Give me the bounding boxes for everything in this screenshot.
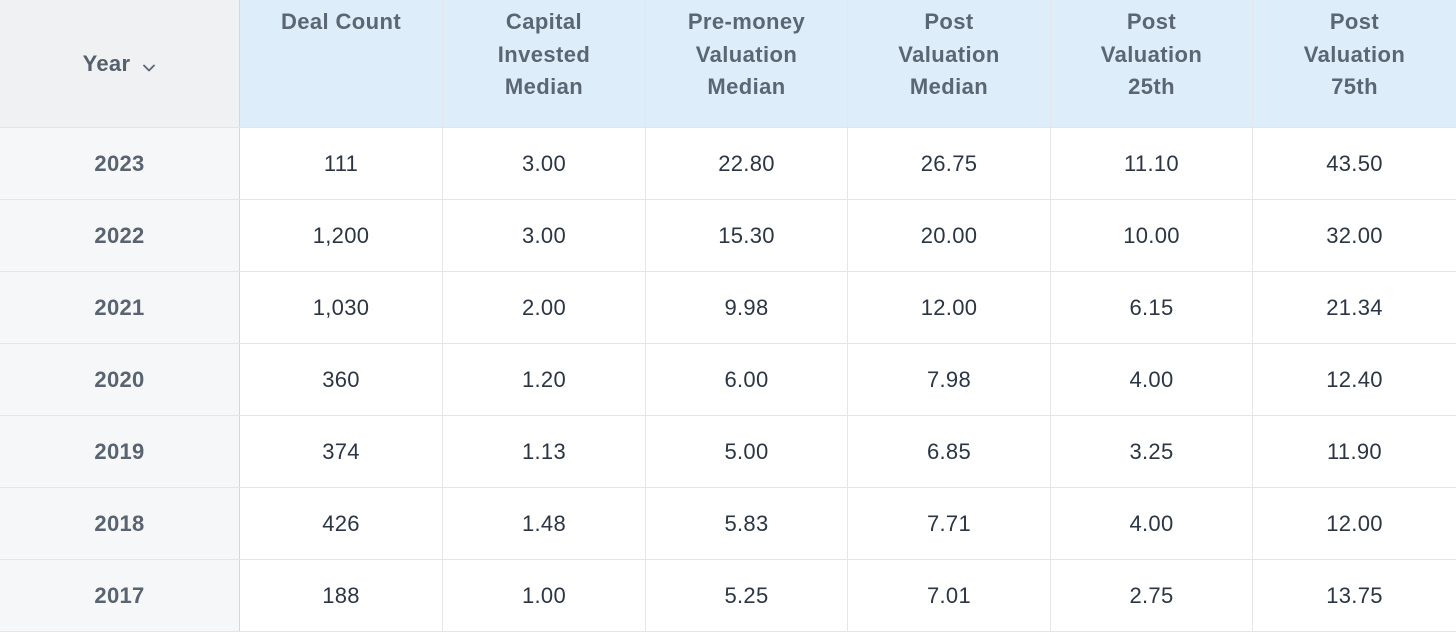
capital-invested-median-cell: 3.00	[443, 128, 646, 199]
table-row: 2018 426 1.48 5.83 7.71 4.00 12.00	[0, 488, 1456, 560]
column-header-deal-count[interactable]: Deal Count	[240, 0, 443, 127]
column-header-label: Deal Count	[280, 9, 402, 34]
table-row: 2020 360 1.20 6.00 7.98 4.00 12.40	[0, 344, 1456, 416]
deal-count-cell: 1,030	[240, 272, 443, 343]
year-cell: 2020	[0, 344, 240, 415]
post-valuation-75th-cell: 12.40	[1326, 366, 1383, 392]
post-valuation-25th-cell: 4.00	[1051, 488, 1253, 559]
deal-count-cell: 360	[240, 344, 443, 415]
year-cell: 2018	[0, 488, 240, 559]
pre-money-valuation-median-cell: 22.80	[646, 128, 848, 199]
table-row: 2023 111 3.00 22.80 26.75 11.10 43.50	[0, 128, 1456, 200]
column-header-label: Post Valuation 75th	[1303, 9, 1406, 99]
post-valuation-75th-cell: 43.50	[1326, 150, 1383, 176]
year-cell: 2017	[0, 560, 240, 631]
deal-count-cell: 188	[240, 560, 443, 631]
pre-money-valuation-median-cell: 9.98	[646, 272, 848, 343]
deal-count-cell: 111	[240, 128, 443, 199]
post-valuation-25th-cell: 10.00	[1051, 200, 1253, 271]
post-valuation-25th-cell: 3.25	[1051, 416, 1253, 487]
capital-invested-median-cell: 1.13	[443, 416, 646, 487]
post-valuation-75th-cell: 32.00	[1326, 222, 1383, 248]
pre-money-valuation-median-cell: 5.83	[646, 488, 848, 559]
post-valuation-median-cell: 20.00	[848, 200, 1051, 271]
post-valuation-75th-cell: 13.75	[1326, 582, 1383, 608]
pre-money-valuation-median-cell: 6.00	[646, 344, 848, 415]
year-column-header[interactable]: Year	[0, 0, 240, 127]
post-valuation-75th-cell: 21.34	[1326, 294, 1383, 320]
post-valuation-median-cell: 6.85	[848, 416, 1051, 487]
capital-invested-median-cell: 1.20	[443, 344, 646, 415]
column-header-label: Post Valuation 25th	[1100, 9, 1203, 99]
post-valuation-median-cell: 12.00	[848, 272, 1051, 343]
post-valuation-25th-cell: 2.75	[1051, 560, 1253, 631]
column-header-post-valuation-25th[interactable]: Post Valuation 25th	[1051, 0, 1253, 127]
deal-count-cell: 426	[240, 488, 443, 559]
table-row: 2019 374 1.13 5.00 6.85 3.25 11.90	[0, 416, 1456, 488]
table-header-row: Year Deal Count Capital Invested Median …	[0, 0, 1456, 128]
capital-invested-median-cell: 1.00	[443, 560, 646, 631]
column-header-post-valuation-75th[interactable]: Post Valuation 75th	[1253, 0, 1456, 127]
capital-invested-median-cell: 1.48	[443, 488, 646, 559]
post-valuation-median-cell: 7.01	[848, 560, 1051, 631]
column-header-label: Capital Invested Median	[497, 9, 591, 99]
table-row: 2017 188 1.00 5.25 7.01 2.75 13.75	[0, 560, 1456, 632]
year-cell: 2019	[0, 416, 240, 487]
table-row: 2022 1,200 3.00 15.30 20.00 10.00 32.00	[0, 200, 1456, 272]
capital-invested-median-cell: 3.00	[443, 200, 646, 271]
column-header-capital-invested-median[interactable]: Capital Invested Median	[443, 0, 646, 127]
deal-count-cell: 374	[240, 416, 443, 487]
post-valuation-25th-cell: 6.15	[1051, 272, 1253, 343]
post-valuation-median-cell: 7.98	[848, 344, 1051, 415]
column-header-label: Pre-money Valuation Median	[687, 9, 806, 99]
column-header-post-valuation-median[interactable]: Post Valuation Median	[848, 0, 1051, 127]
column-header-pre-money-valuation-median[interactable]: Pre-money Valuation Median	[646, 0, 848, 127]
table-row: 2021 1,030 2.00 9.98 12.00 6.15 21.34	[0, 272, 1456, 344]
year-cell: 2021	[0, 272, 240, 343]
deal-count-cell: 1,200	[240, 200, 443, 271]
post-valuation-25th-cell: 11.10	[1051, 128, 1253, 199]
post-valuation-75th-cell: 11.90	[1327, 438, 1382, 464]
year-header-label: Year	[82, 50, 131, 76]
pre-money-valuation-median-cell: 5.25	[646, 560, 848, 631]
post-valuation-median-cell: 7.71	[848, 488, 1051, 559]
year-cell: 2023	[0, 128, 240, 199]
year-cell: 2022	[0, 200, 240, 271]
post-valuation-median-cell: 26.75	[848, 128, 1051, 199]
chevron-down-icon[interactable]	[142, 55, 156, 71]
column-header-label: Post Valuation Median	[898, 9, 1000, 99]
pre-money-valuation-median-cell: 15.30	[646, 200, 848, 271]
capital-invested-median-cell: 2.00	[443, 272, 646, 343]
post-valuation-75th-cell: 12.00	[1326, 510, 1383, 536]
post-valuation-25th-cell: 4.00	[1051, 344, 1253, 415]
pre-money-valuation-median-cell: 5.00	[646, 416, 848, 487]
